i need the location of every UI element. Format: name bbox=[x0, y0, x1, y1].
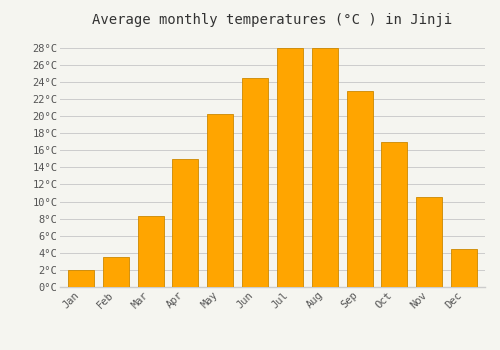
Bar bbox=[138, 216, 164, 287]
Title: Average monthly temperatures (°C ) in Jinji: Average monthly temperatures (°C ) in Ji… bbox=[92, 13, 452, 27]
Bar bbox=[242, 78, 268, 287]
Bar bbox=[312, 48, 338, 287]
Bar bbox=[451, 248, 477, 287]
Bar bbox=[102, 257, 129, 287]
Bar bbox=[416, 197, 442, 287]
Bar bbox=[277, 48, 303, 287]
Bar bbox=[207, 114, 234, 287]
Bar bbox=[172, 159, 199, 287]
Bar bbox=[68, 270, 94, 287]
Bar bbox=[346, 91, 372, 287]
Bar bbox=[382, 142, 407, 287]
